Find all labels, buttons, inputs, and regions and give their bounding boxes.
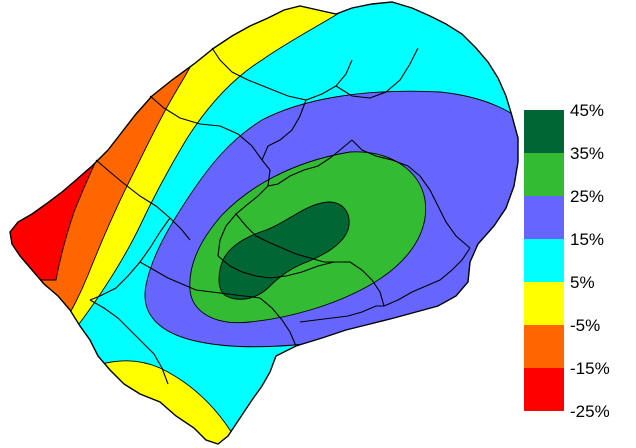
district-boundary [335,47,419,99]
district-boundary [217,159,271,257]
legend-swatch [524,110,564,153]
district-boundary [95,159,191,241]
district-boundary [419,175,471,249]
legend-swatch [524,325,564,368]
district-boundary [217,255,350,279]
legend-label: -15% [570,359,610,378]
legend: 45% 35% 25% 15% 5% -5% -15% -25% [524,101,610,421]
district-boundary [383,247,471,307]
legend-label: -25% [570,402,610,421]
district-boundary [267,139,353,187]
district-boundary [349,261,385,307]
district-boundary [261,99,307,161]
internal-boundaries [89,47,471,385]
legend-swatch [524,239,564,282]
district-boundary [351,139,421,177]
district-boundary [139,261,261,299]
legend-label: 45% [570,101,604,120]
district-boundary [149,95,263,161]
district-boundary [259,297,297,347]
legend-label: 25% [570,187,604,206]
legend-swatch [524,368,564,411]
legend-label: 5% [570,273,595,292]
district-boundary [299,305,384,323]
legend-swatch [524,153,564,196]
district-boundary [235,213,334,263]
district-boundary [89,217,171,301]
district-boundary [211,47,353,101]
legend-label: 35% [570,144,604,163]
legend-label: -5% [570,316,600,335]
legend-swatch [524,282,564,325]
legend-label: 15% [570,230,604,249]
district-boundary [89,299,169,385]
country-outline [9,1,519,445]
legend-swatch [524,196,564,239]
